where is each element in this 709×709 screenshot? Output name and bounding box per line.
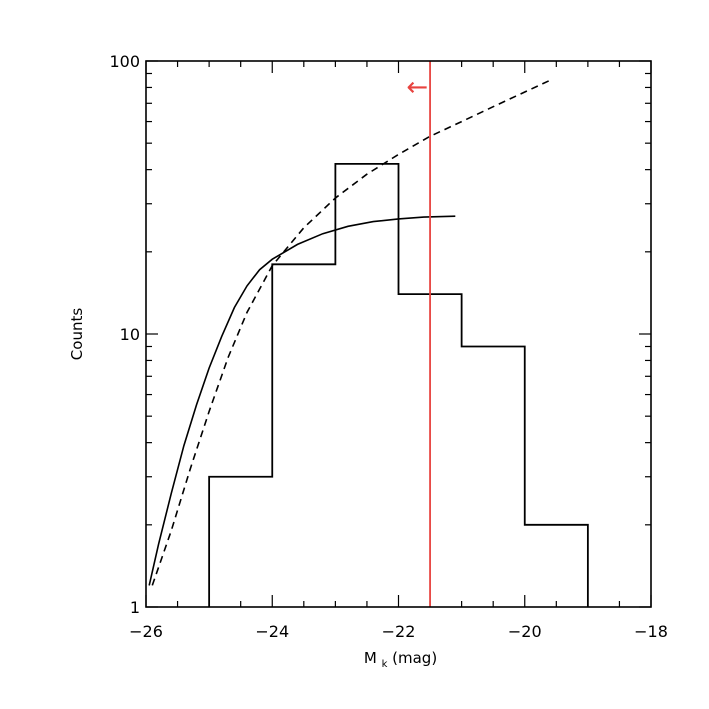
y-tick-labels: 1 10 100 bbox=[109, 52, 140, 617]
x-tick-labels: −26 −24 −22 −20 −18 bbox=[129, 622, 668, 641]
x-tick-label: −18 bbox=[634, 622, 668, 641]
x-axis-title: M k (mag) bbox=[364, 649, 437, 671]
x-axis-title-subscript: k bbox=[382, 659, 388, 670]
axis-ticks bbox=[145, 60, 652, 608]
x-tick-label: −26 bbox=[129, 622, 163, 641]
x-tick-label: −24 bbox=[255, 622, 289, 641]
x-axis-title-main: M bbox=[364, 649, 377, 667]
y-axis-title: Counts bbox=[68, 308, 86, 361]
y-tick-label: 100 bbox=[109, 52, 140, 71]
histogram-outline bbox=[208, 162, 589, 607]
y-tick-label: 10 bbox=[120, 325, 140, 344]
histogram bbox=[208, 162, 589, 607]
x-axis-title-unit: (mag) bbox=[392, 649, 437, 667]
curves bbox=[148, 79, 551, 586]
solid-fit-curve bbox=[148, 215, 456, 586]
cutoff-marker: ← bbox=[406, 61, 431, 607]
y-tick-label: 1 bbox=[130, 598, 140, 617]
x-tick-label: −20 bbox=[508, 622, 542, 641]
x-tick-label: −22 bbox=[382, 622, 416, 641]
plot-frame bbox=[145, 60, 652, 608]
left-arrow-icon: ← bbox=[406, 72, 428, 102]
dashed-fit-curve bbox=[151, 79, 551, 586]
